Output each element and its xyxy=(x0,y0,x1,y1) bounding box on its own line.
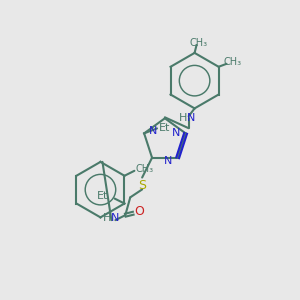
Text: N: N xyxy=(186,113,195,123)
Text: Et: Et xyxy=(159,123,171,134)
Text: CH₃: CH₃ xyxy=(190,38,208,48)
Text: S: S xyxy=(138,179,146,192)
Text: N: N xyxy=(111,213,120,223)
Text: N: N xyxy=(172,128,180,138)
Text: H: H xyxy=(178,113,187,123)
Text: O: O xyxy=(134,205,144,218)
Text: N: N xyxy=(149,126,157,136)
Text: H: H xyxy=(103,213,112,223)
Text: N: N xyxy=(164,156,172,166)
Text: Et: Et xyxy=(97,190,108,201)
Text: CH₃: CH₃ xyxy=(224,57,242,67)
Text: CH₃: CH₃ xyxy=(135,164,153,174)
